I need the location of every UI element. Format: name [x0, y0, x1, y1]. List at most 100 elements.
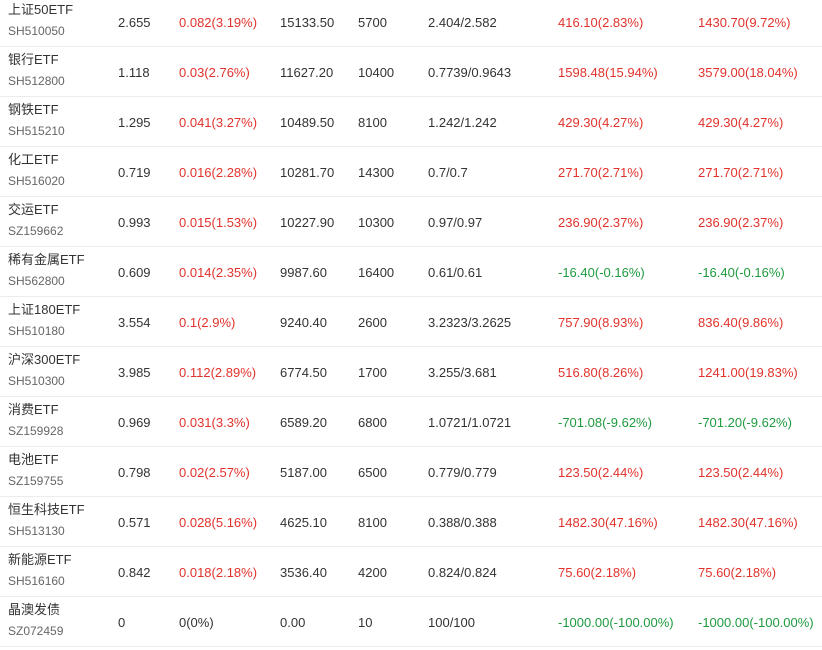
security-name[interactable]: 晶澳发债	[8, 602, 61, 617]
cost-range-cell: 2.404/2.582	[428, 15, 497, 30]
security-name[interactable]: 化工ETF	[8, 152, 59, 167]
price-cell: 1.295	[118, 115, 151, 130]
security-cell[interactable]: 上证180ETF SH510180	[8, 302, 80, 338]
profit-loss-cell: 271.70(2.71%)	[558, 165, 644, 180]
volume-cell: 8100	[358, 115, 387, 130]
security-code: SH562800	[8, 274, 65, 288]
cost-range-cell: 0.824/0.824	[428, 565, 497, 580]
change-cell: 0.02(2.57%)	[179, 465, 250, 480]
cost-range-cell: 0.779/0.779	[428, 465, 497, 480]
security-cell[interactable]: 化工ETF SH516020	[8, 152, 65, 188]
security-name[interactable]: 上证50ETF	[8, 2, 74, 17]
security-code: SH516020	[8, 174, 65, 188]
profit-loss-cell: 516.80(8.26%)	[558, 365, 644, 380]
amount-cell: 3536.40	[280, 565, 327, 580]
price-cell: 3.985	[118, 365, 151, 380]
table-row[interactable]: 电池ETF SZ159755 0.798 0.02(2.57%) 5187.00 6500…	[0, 447, 822, 497]
security-name[interactable]: 银行ETF	[8, 52, 59, 67]
security-cell[interactable]: 上证50ETF SH510050	[8, 2, 73, 38]
change-cell: 0.015(1.53%)	[179, 215, 258, 230]
security-name[interactable]: 钢铁ETF	[8, 102, 59, 117]
amount-cell: 9240.40	[280, 315, 327, 330]
table-row[interactable]: 沪深300ETF SH510300 3.985 0.112(2.89%) 6774.50…	[0, 347, 822, 397]
table-row[interactable]: 银行ETF SH512800 1.118 0.03(2.76%) 11627.20 104…	[0, 47, 822, 97]
profit-loss-cell: 416.10(2.83%)	[558, 15, 644, 30]
price-cell: 0.609	[118, 265, 151, 280]
change-cell: 0.041(3.27%)	[179, 115, 258, 130]
change-cell: 0.1(2.9%)	[179, 315, 236, 330]
table-row[interactable]: 化工ETF SH516020 0.719 0.016(2.28%) 10281.70 14…	[0, 147, 822, 197]
volume-cell: 10300	[358, 215, 395, 230]
change-cell: 0.018(2.18%)	[179, 565, 258, 580]
security-name[interactable]: 交运ETF	[8, 202, 59, 217]
security-cell[interactable]: 稀有金属ETF SH562800	[8, 252, 85, 288]
security-name[interactable]: 消费ETF	[8, 402, 59, 417]
cost-range-cell: 0.7739/0.9643	[428, 65, 512, 80]
change-cell: 0(0%)	[179, 615, 214, 630]
volume-cell: 16400	[358, 265, 395, 280]
volume-cell: 8100	[358, 515, 387, 530]
total-profit-cell: -1000.00(-100.00%)	[698, 615, 814, 630]
price-cell: 0.571	[118, 515, 151, 530]
table-row[interactable]: 上证180ETF SH510180 3.554 0.1(2.9%) 9240.40 260…	[0, 297, 822, 347]
security-name[interactable]: 新能源ETF	[8, 552, 72, 567]
amount-cell: 10489.50	[280, 115, 335, 130]
cost-range-cell: 0.7/0.7	[428, 165, 468, 180]
profit-loss-cell: 1598.48(15.94%)	[558, 65, 658, 80]
total-profit-cell: 75.60(2.18%)	[698, 565, 777, 580]
change-cell: 0.112(2.89%)	[179, 365, 257, 380]
amount-cell: 6774.50	[280, 365, 327, 380]
cost-range-cell: 3.255/3.681	[428, 365, 497, 380]
price-cell: 0.798	[118, 465, 151, 480]
table-row[interactable]: 晶澳发债 SZ072459 0 0(0%) 0.00 10 100/100 -1000.00(…	[0, 597, 822, 647]
table-row[interactable]: 上证50ETF SH510050 2.655 0.082(3.19%) 15133.50…	[0, 0, 822, 47]
table-row[interactable]: 恒生科技ETF SH513130 0.571 0.028(5.16%) 4625.10 8…	[0, 497, 822, 547]
table-row[interactable]: 稀有金属ETF SH562800 0.609 0.014(2.35%) 9987.60 1…	[0, 247, 822, 297]
volume-cell: 4200	[358, 565, 387, 580]
volume-cell: 5700	[358, 15, 387, 30]
profit-loss-cell: 75.60(2.18%)	[558, 565, 637, 580]
change-cell: 0.082(3.19%)	[179, 15, 258, 30]
security-cell[interactable]: 消费ETF SZ159928	[8, 402, 63, 438]
security-cell[interactable]: 电池ETF SZ159755	[8, 452, 63, 488]
security-cell[interactable]: 新能源ETF SH516160	[8, 552, 72, 588]
price-cell: 0.719	[118, 165, 151, 180]
price-cell: 0.842	[118, 565, 151, 580]
profit-loss-cell: -1000.00(-100.00%)	[558, 615, 674, 630]
security-cell[interactable]: 钢铁ETF SH515210	[8, 102, 65, 138]
volume-cell: 1700	[358, 365, 387, 380]
cost-range-cell: 3.2323/3.2625	[428, 315, 512, 330]
table-row[interactable]: 新能源ETF SH516160 0.842 0.018(2.18%) 3536.40 42…	[0, 547, 822, 597]
cost-range-cell: 100/100	[428, 615, 475, 630]
total-profit-cell: 271.70(2.71%)	[698, 165, 784, 180]
security-name[interactable]: 上证180ETF	[8, 302, 81, 317]
security-name[interactable]: 电池ETF	[8, 452, 59, 467]
security-cell[interactable]: 恒生科技ETF SH513130	[8, 502, 85, 538]
table-row[interactable]: 交运ETF SZ159662 0.993 0.015(1.53%) 10227.90 10…	[0, 197, 822, 247]
total-profit-cell: -701.20(-9.62%)	[698, 415, 792, 430]
table-row[interactable]: 钢铁ETF SH515210 1.295 0.041(3.27%) 10489.50 81…	[0, 97, 822, 147]
total-profit-cell: 1482.30(47.16%)	[698, 515, 798, 530]
amount-cell: 15133.50	[280, 15, 335, 30]
security-name[interactable]: 恒生科技ETF	[8, 502, 85, 517]
security-code: SZ072459	[8, 624, 64, 638]
security-code: SH516160	[8, 574, 65, 588]
total-profit-cell: -16.40(-0.16%)	[698, 265, 785, 280]
amount-cell: 6589.20	[280, 415, 327, 430]
profit-loss-cell: -16.40(-0.16%)	[558, 265, 645, 280]
table-row[interactable]: 消费ETF SZ159928 0.969 0.031(3.3%) 6589.20 6800…	[0, 397, 822, 447]
security-name[interactable]: 沪深300ETF	[8, 352, 81, 367]
security-name[interactable]: 稀有金属ETF	[8, 252, 85, 267]
profit-loss-cell: 236.90(2.37%)	[558, 215, 644, 230]
cost-range-cell: 1.0721/1.0721	[428, 415, 512, 430]
security-cell[interactable]: 晶澳发债 SZ072459	[8, 602, 63, 638]
price-cell: 0.969	[118, 415, 151, 430]
change-cell: 0.028(5.16%)	[179, 515, 258, 530]
security-code: SH515210	[8, 124, 65, 138]
security-cell[interactable]: 沪深300ETF SH510300	[8, 352, 80, 388]
security-cell[interactable]: 银行ETF SH512800	[8, 52, 65, 88]
security-cell[interactable]: 交运ETF SZ159662	[8, 202, 63, 238]
profit-loss-cell: 1482.30(47.16%)	[558, 515, 658, 530]
amount-cell: 9987.60	[280, 265, 327, 280]
